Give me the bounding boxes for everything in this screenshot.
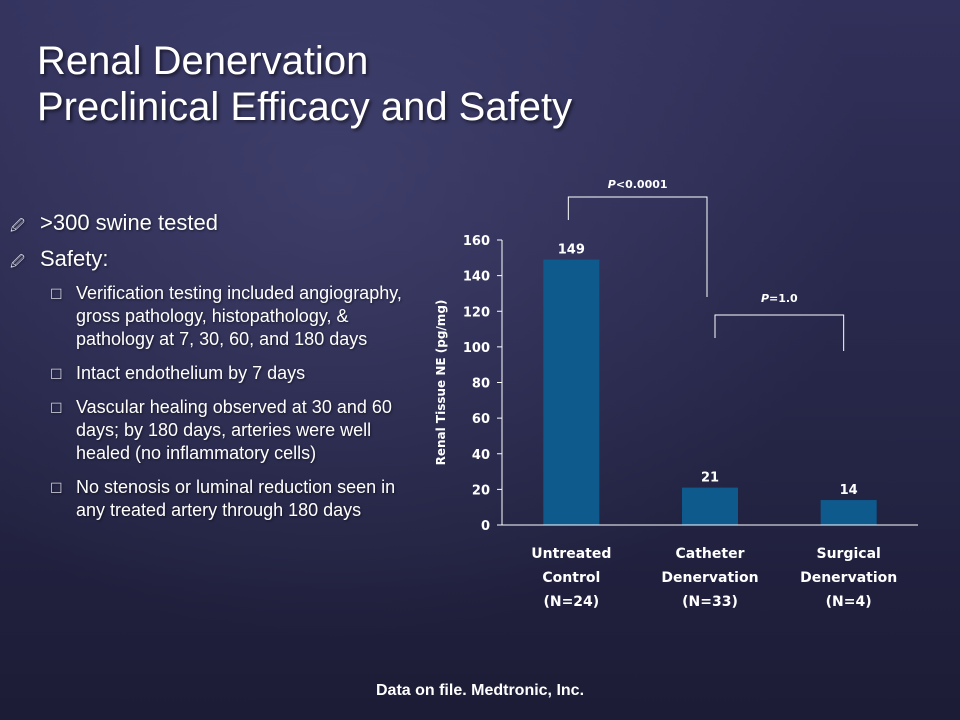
footer-source: Data on file. Medtronic, Inc. (375, 682, 585, 699)
y-tick-label: 40 (472, 448, 490, 463)
y-tick-label: 0 (481, 519, 490, 534)
x-tick-label: (N=24) (543, 594, 599, 610)
y-tick-label: 120 (463, 305, 490, 320)
x-tick-label: Untreated (531, 546, 611, 562)
bar (543, 259, 600, 525)
bullet-text: Safety: (40, 246, 109, 271)
x-tick-label: Control (542, 570, 600, 586)
bar (682, 487, 738, 525)
sub-bullet-list: ☐ Verification testing included angiogra… (10, 282, 410, 522)
y-tick-label: 140 (463, 270, 490, 285)
sub-bullet-text: Verification testing included angiograph… (76, 283, 402, 349)
significance-bracket (714, 314, 845, 351)
title-line-1: Renal Denervation (37, 39, 369, 83)
x-tick-label: (N=4) (826, 594, 872, 610)
x-tick-label: Catheter (676, 546, 745, 562)
bullet-text: >300 swine tested (40, 210, 218, 235)
sub-bullet-healing: ☐ Vascular healing observed at 30 and 60… (10, 396, 411, 465)
title-line-2: Preclinical Efficacy and Safety (37, 85, 573, 129)
bullet-swine: 🖉︎ >300 swine tested (10, 210, 410, 236)
bar (820, 500, 877, 525)
y-tick-label: 20 (472, 483, 490, 498)
checkbox-bullet-icon: ☐ (50, 286, 63, 302)
p-value-label: P=1.0 (761, 292, 798, 305)
x-tick-label: Surgical (817, 546, 881, 562)
sub-bullet-text: Intact endothelium by 7 days (76, 363, 306, 383)
bullet-list: 🖉︎ >300 swine tested 🖉︎ Safety: ☐ Verifi… (10, 210, 410, 533)
checkbox-bullet-icon: ☐ (50, 366, 63, 382)
checkbox-bullet-icon: ☐ (50, 400, 63, 416)
bullet-safety: 🖉︎ Safety: (10, 246, 410, 272)
y-axis-title: Renal Tissue NE (pg/mg) (434, 300, 448, 466)
y-tick-label: 160 (463, 234, 490, 249)
pen-bullet-icon: 🖉︎ (10, 217, 25, 233)
sub-bullet-text: Vascular healing observed at 30 and 60 d… (76, 397, 392, 463)
sub-bullet-stenosis: ☐ No stenosis or luminal reduction seen … (10, 476, 411, 522)
y-tick-label: 100 (463, 341, 490, 356)
sub-bullet-verification: ☐ Verification testing included angiogra… (10, 282, 411, 351)
data-label: 21 (701, 471, 719, 486)
data-label: 149 (558, 243, 585, 258)
slide-title: Renal Denervation Preclinical Efficacy a… (37, 38, 572, 130)
data-label: 14 (840, 483, 858, 498)
y-tick-label: 80 (472, 377, 490, 392)
y-tick-label: 60 (472, 412, 490, 427)
x-tick-label: Denervation (661, 570, 758, 586)
checkbox-bullet-icon: ☐ (50, 480, 63, 496)
sub-bullet-text: No stenosis or luminal reduction seen in… (76, 477, 396, 520)
x-tick-label: (N=33) (682, 594, 738, 610)
significance-bracket (567, 196, 708, 297)
pen-bullet-icon: 🖉︎ (10, 253, 25, 269)
sub-bullet-endothelium: ☐ Intact endothelium by 7 days (10, 362, 411, 385)
p-value-label: P<0.0001 (608, 178, 668, 191)
x-tick-label: Denervation (800, 570, 897, 586)
